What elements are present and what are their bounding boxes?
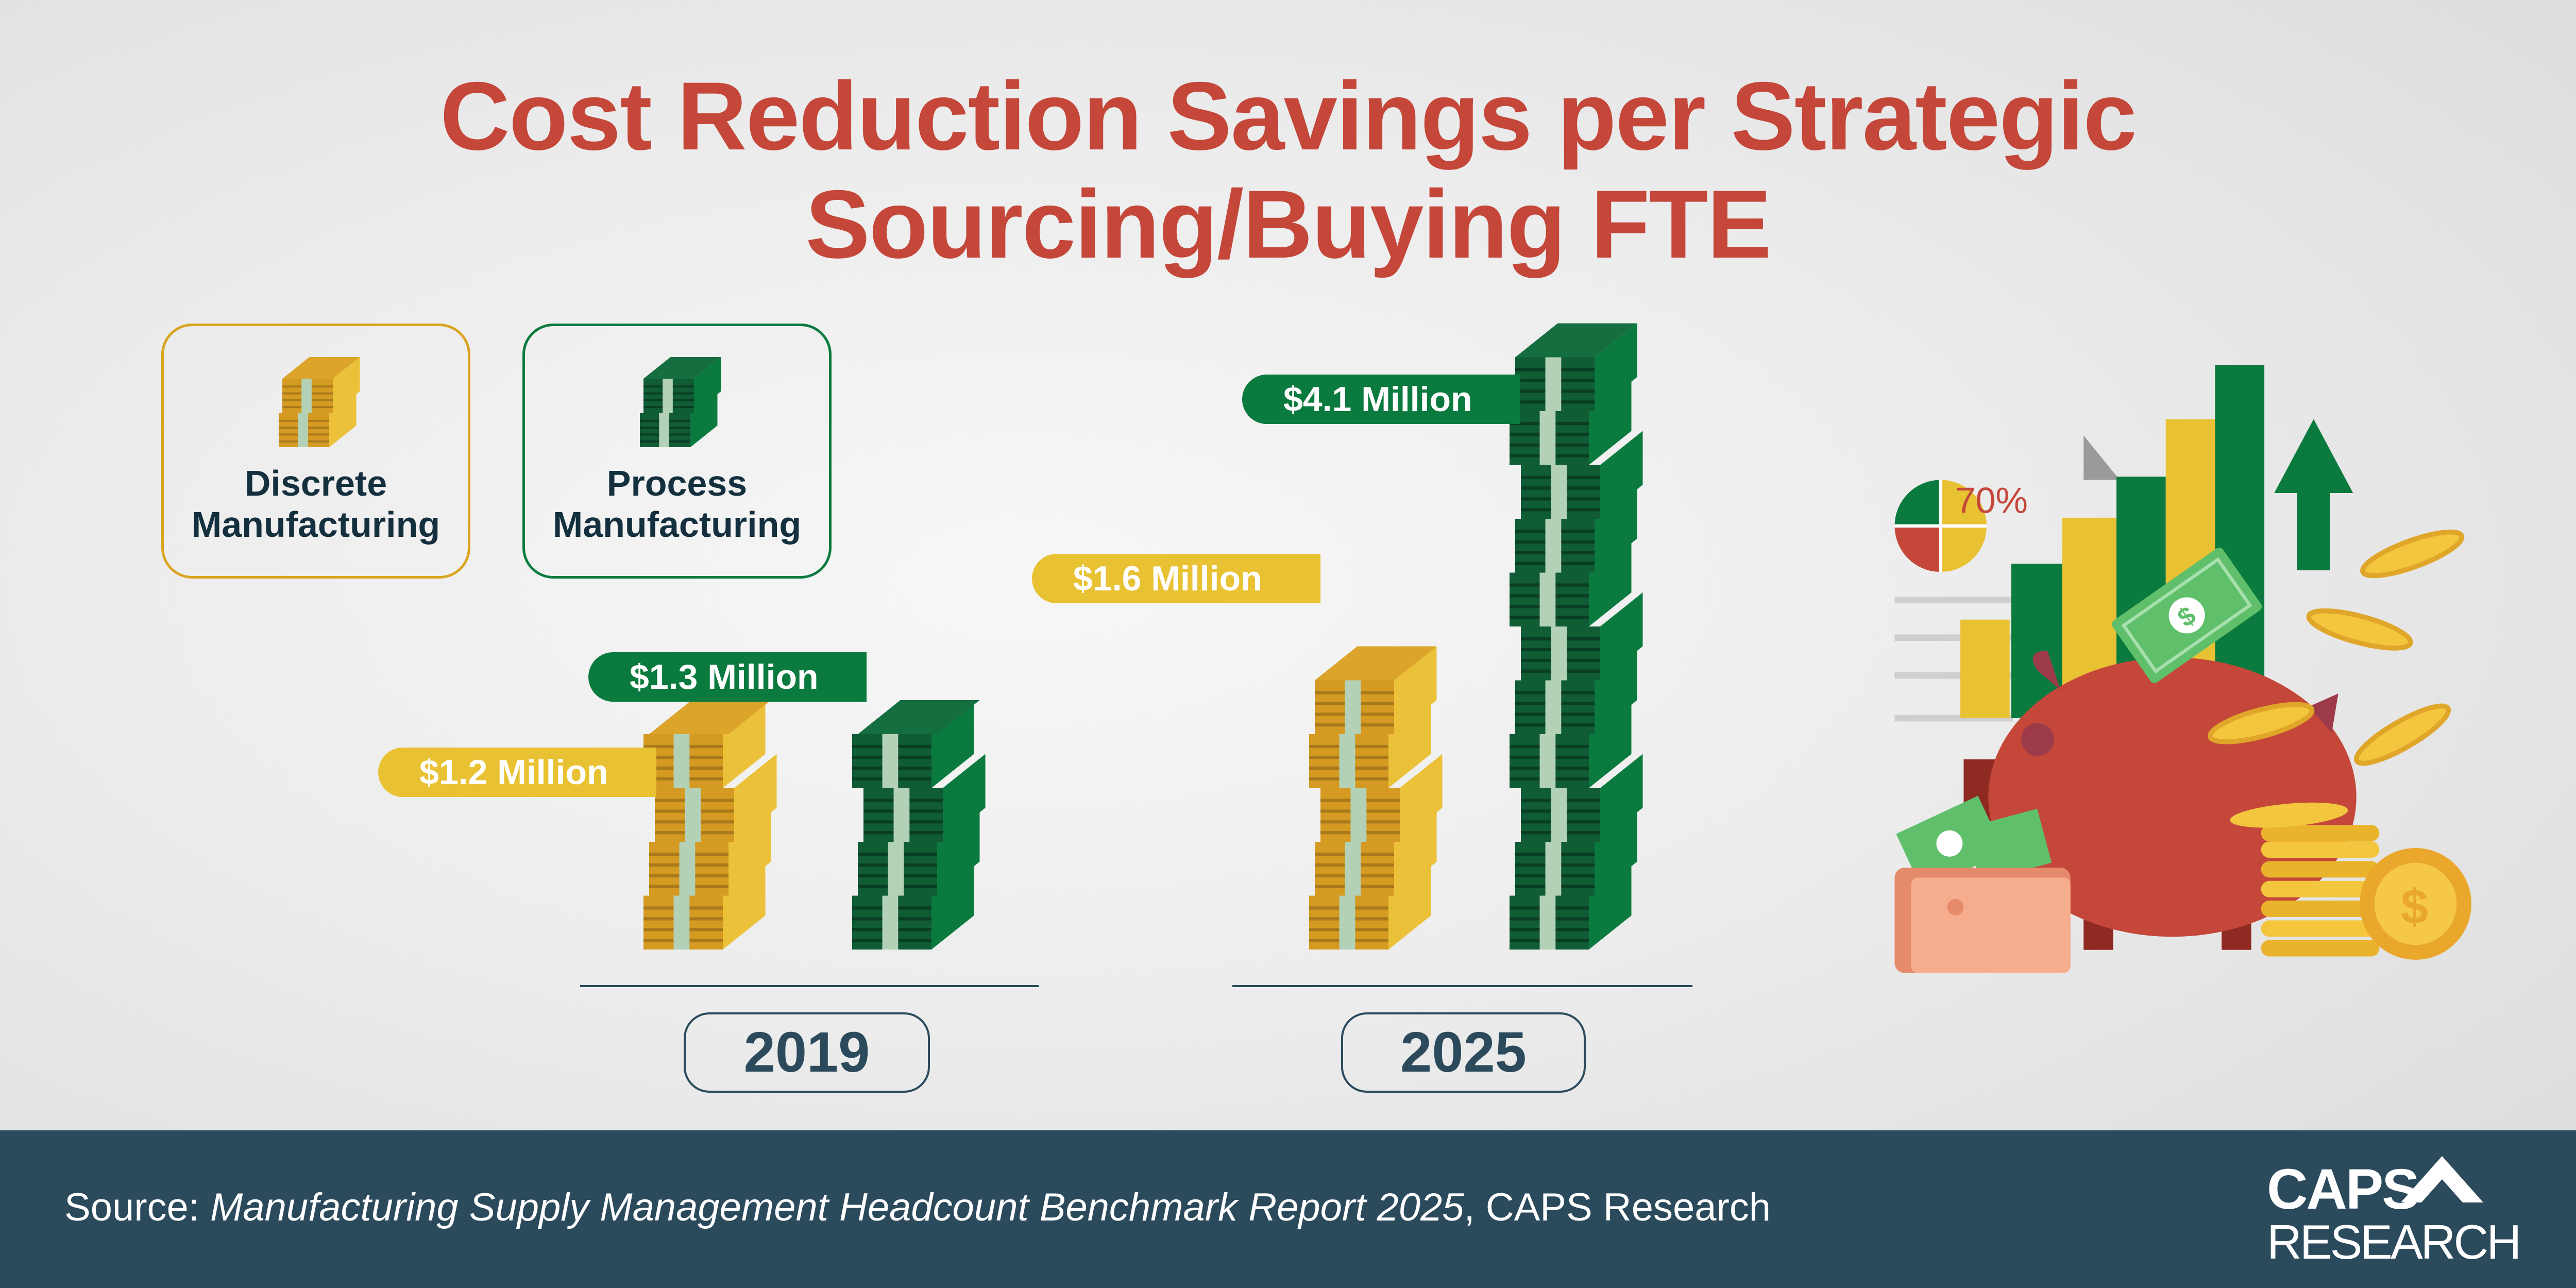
money-bundle [1515,808,1637,896]
money-bundle [1521,754,1643,842]
money-bundle [852,700,974,788]
money-bundle [863,754,986,842]
year-label-2025: 2025 [1341,1012,1586,1093]
svg-text:$: $ [2401,879,2428,935]
label-2019-discrete: $1.2 Million [378,748,656,797]
source-citation: Source: Manufacturing Supply Management … [64,1185,1771,1229]
label-2025-process: $4.1 Million [1242,375,1520,424]
stack-top [1515,323,1637,358]
label-2025-discrete: $1.6 Million [1032,554,1320,603]
pie-chart-icon [1894,480,1987,572]
green-money-stack-icon [640,357,721,447]
axis-line-2019 [580,985,1039,987]
stack-top [858,700,980,734]
money-bundle [1515,323,1637,411]
banknote-icon: $ [2112,548,2262,683]
money-bundle [1510,377,1632,465]
money-bundle [643,861,766,950]
footer: Source: Manufacturing Supply Management … [0,1130,2576,1288]
up-arrow-icon [2274,419,2353,570]
money-bundle [640,391,718,447]
stack-top [649,700,771,734]
wallet-icon [1894,795,2071,973]
legend-process: Process Manufacturing [522,324,832,579]
money-bundle [643,700,766,788]
label-2019-process: $1.3 Million [588,652,867,702]
money-bundle [1309,700,1431,788]
money-bundle [852,861,974,950]
page-title: Cost Reduction Savings per Strategic Sou… [440,62,2137,278]
money-bundle [1521,592,1643,681]
legend-stack [640,357,721,447]
money-bundle [1515,646,1637,734]
savings-illustration: 70% $ [1894,365,2471,973]
stack-top [1315,646,1437,681]
pie-percent-label: 70% [1955,480,2027,520]
money-bundle [649,808,771,896]
stack-top [282,357,360,379]
stack-top [643,357,721,379]
stack-2019-process [852,700,986,950]
money-bundle [1510,700,1632,788]
money-bundle [1315,808,1437,896]
money-bundle [1510,861,1632,950]
axis-line-2025 [1232,985,1692,987]
money-bundle [655,754,777,842]
money-bundle [282,357,360,413]
money-stacks-chart [643,323,1643,950]
floating-coins [2208,529,2465,766]
money-bundle [1320,754,1443,842]
money-bundle [279,391,357,447]
gold-money-stack-icon [279,357,360,447]
stack-2025-discrete [1309,646,1443,950]
money-bundle [1515,485,1637,573]
stack-2025-process [1510,323,1643,950]
money-bundle [1315,646,1437,734]
money-bundle [858,808,980,896]
caps-research-logo: CAPS RESEARCH [2267,1156,2521,1266]
legend-discrete: Discrete Manufacturing [161,324,470,579]
mountain-logo-icon [2401,1156,2483,1202]
year-label-2019: 2019 [684,1012,930,1093]
page-corner-icon [2083,435,2120,480]
stack-2019-discrete [643,700,777,950]
legend-stack [279,357,360,447]
money-bundle [643,357,721,413]
money-bundle [1510,538,1632,626]
money-bundle [1309,861,1431,950]
money-bundle [1521,431,1643,519]
dollar-coin-icon: $ [2360,848,2471,960]
coin-stack-icon [2230,802,2380,957]
